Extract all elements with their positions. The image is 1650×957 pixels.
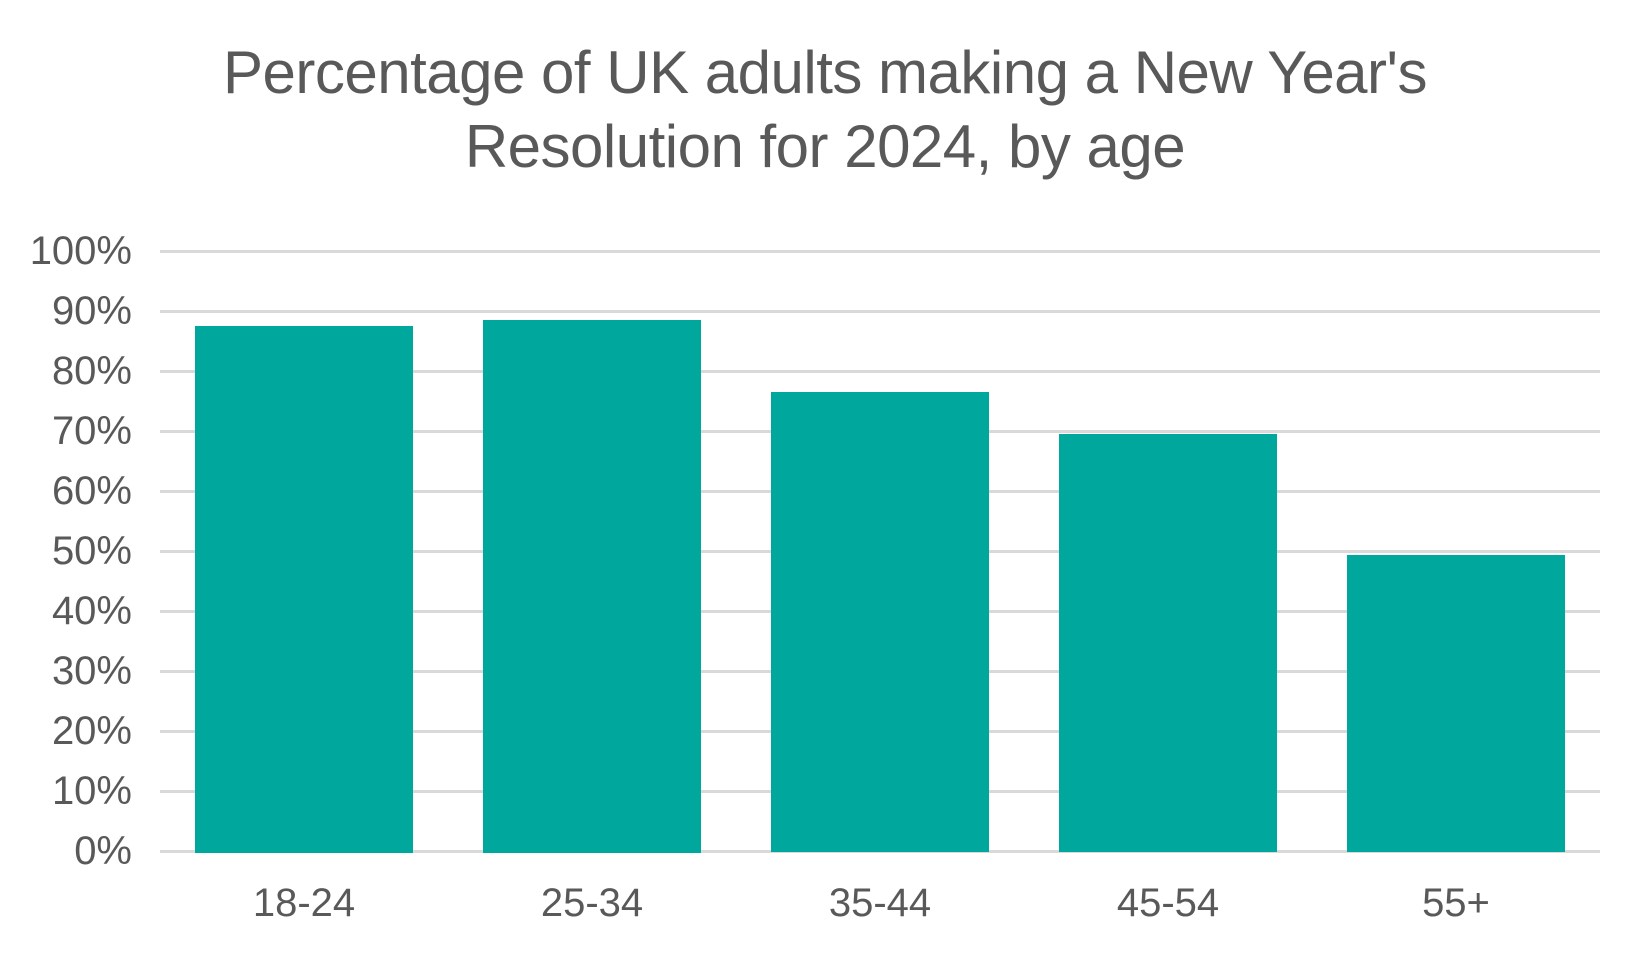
bar-45-54	[1059, 434, 1277, 853]
bar-55plus	[1347, 554, 1565, 853]
y-tick-label-90: 90%	[51, 289, 132, 333]
y-tick-label-40: 40%	[51, 589, 132, 633]
bar-35-44	[771, 392, 989, 853]
bar-18-24	[195, 325, 413, 853]
x-tick-label-35-44: 35-44	[828, 881, 932, 925]
y-tick-label-70: 70%	[51, 409, 132, 453]
y-tick-label-30: 30%	[51, 649, 132, 693]
gridline-90	[160, 309, 1600, 313]
chart-title-line-2: Resolution for 2024, by age	[464, 113, 1186, 180]
y-tick-label-20: 20%	[51, 709, 132, 753]
bar-25-34	[483, 319, 701, 853]
chart-title-line-1: Percentage of UK adults making a New Yea…	[223, 39, 1428, 106]
y-tick-label-10: 10%	[51, 769, 132, 813]
x-tick-label-18-24: 18-24	[252, 881, 356, 925]
y-tick-label-50: 50%	[51, 529, 132, 573]
y-tick-label-60: 60%	[51, 469, 132, 513]
x-tick-label-45-54: 45-54	[1116, 881, 1220, 925]
y-tick-label-0: 0%	[74, 829, 132, 873]
y-tick-label-100: 100%	[29, 229, 132, 273]
x-tick-label-25-34: 25-34	[540, 881, 644, 925]
gridline-80	[160, 369, 1600, 373]
x-tick-label-55plus: 55+	[1422, 881, 1490, 925]
chart-title: Percentage of UK adults making a New Yea…	[0, 36, 1650, 184]
gridline-100	[160, 249, 1600, 253]
y-tick-label-80: 80%	[51, 349, 132, 393]
